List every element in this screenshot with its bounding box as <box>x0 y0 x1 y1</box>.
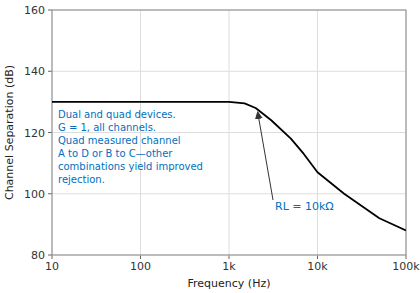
grid-line <box>52 193 406 194</box>
tick-mark <box>48 71 52 72</box>
tick-mark <box>406 255 407 259</box>
tick-label: 80 <box>31 249 45 262</box>
tick-label: 160 <box>24 4 45 17</box>
tick-mark <box>48 193 52 194</box>
y-axis-label: Channel Separation (dB) <box>3 65 16 200</box>
tick-mark <box>52 255 53 259</box>
annotation-arrow <box>258 112 273 200</box>
tick-label: 100 <box>24 188 45 201</box>
tick-label: 140 <box>24 65 45 78</box>
curve <box>52 102 406 231</box>
plot-frame <box>52 10 406 255</box>
tick-label: 10k <box>307 260 328 273</box>
annotation: RL = 10kΩ <box>275 200 334 213</box>
tick-mark <box>229 255 230 259</box>
annotation: Dual and quad devices.G = 1, all channel… <box>58 109 203 185</box>
tick-mark <box>48 132 52 133</box>
x-axis-label: Frequency (Hz) <box>188 277 271 290</box>
tick-mark <box>317 255 318 259</box>
tick-label: 120 <box>24 127 45 140</box>
grid-line <box>52 71 406 72</box>
plot-background <box>52 10 406 255</box>
tick-mark <box>48 10 52 11</box>
tick-label: 1k <box>222 260 236 273</box>
plot-marks <box>52 102 406 231</box>
tick-mark <box>48 255 52 256</box>
tick-label: 10 <box>45 260 59 273</box>
tick-mark <box>140 255 141 259</box>
tick-label: 100 <box>130 260 151 273</box>
tick-label: 100k <box>392 260 420 273</box>
chart: 10 100 1k 10k 100k 80 100 120 140 160 Frequency (H… <box>0 0 420 293</box>
